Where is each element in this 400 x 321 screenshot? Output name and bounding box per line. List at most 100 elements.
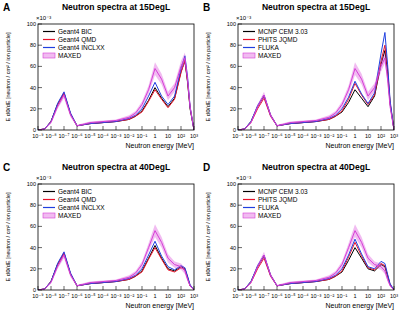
x-tick bbox=[238, 126, 239, 130]
y-tick bbox=[38, 247, 42, 248]
x-tick bbox=[381, 286, 382, 290]
x-tick-label: 10⁻⁵ bbox=[84, 133, 95, 139]
x-tick bbox=[116, 286, 117, 290]
x-tick bbox=[394, 126, 395, 130]
legend-swatch bbox=[43, 39, 55, 40]
y-tick-label: 100 bbox=[227, 181, 236, 187]
band bbox=[238, 53, 394, 130]
y-tick bbox=[38, 184, 42, 185]
panel-label: A bbox=[3, 2, 10, 13]
y-tick bbox=[238, 130, 242, 131]
y-tick-label: 80 bbox=[30, 202, 36, 208]
legend-label: MAXED bbox=[258, 52, 281, 59]
x-tick-label: 10⁻² bbox=[124, 293, 135, 299]
y-tick-label: 60 bbox=[30, 63, 36, 69]
panel-label: D bbox=[203, 162, 210, 173]
y-tick bbox=[238, 24, 242, 25]
series-line bbox=[238, 242, 394, 290]
frame bbox=[238, 184, 394, 290]
legend-label: MAXED bbox=[58, 52, 81, 59]
x-tick-label: 10⁻³ bbox=[111, 293, 122, 299]
figure: ANeutron spectra at 15DegL×10⁻³10⁻⁹10⁻⁸1… bbox=[0, 0, 400, 321]
panel: ANeutron spectra at 15DegL×10⁻³10⁻⁹10⁻⁸1… bbox=[3, 2, 198, 150]
x-tick-label: 10⁻³ bbox=[311, 133, 322, 139]
x-tick bbox=[38, 126, 39, 130]
x-tick-label: 10⁻⁹ bbox=[32, 133, 43, 139]
x-tick bbox=[264, 286, 265, 290]
y-tick-label: 40 bbox=[30, 245, 36, 251]
y-tick-label: 40 bbox=[230, 245, 236, 251]
x-tick bbox=[290, 126, 291, 130]
x-tick bbox=[251, 286, 252, 290]
x-tick bbox=[355, 126, 356, 130]
x-tick-label: 10⁻⁹ bbox=[232, 293, 243, 299]
y-tick-label: 80 bbox=[30, 42, 36, 48]
legend-label: Geant4 QMD bbox=[58, 36, 97, 44]
legend-label: PHITS JQMD bbox=[258, 36, 298, 44]
y-axis-label: E dΦ/dE [neutron / cm² / ion particle] bbox=[5, 192, 11, 282]
y-tick-label: 20 bbox=[230, 106, 236, 112]
x-tick-label: 10² bbox=[177, 293, 185, 299]
y-tick bbox=[38, 108, 42, 109]
legend: Geant4 BICGeant4 QMDGeant4 INCLXXMAXED bbox=[43, 188, 105, 219]
x-tick-label: 10⁻⁵ bbox=[284, 133, 295, 139]
x-tick-label: 10⁻³ bbox=[311, 293, 322, 299]
x-tick bbox=[77, 126, 78, 130]
y-tick-label: 0 bbox=[233, 287, 236, 293]
y-tick-label: 100 bbox=[227, 21, 236, 27]
y-axis-label: E dΦ/dE [neutron / cm² / ion particle] bbox=[205, 192, 211, 282]
x-tick-label: 10 bbox=[165, 133, 171, 139]
y-tick-label: 0 bbox=[233, 127, 236, 133]
series-line bbox=[38, 56, 194, 130]
x-tick-label: 10⁻⁴ bbox=[97, 293, 109, 299]
y-tick-label: 40 bbox=[230, 85, 236, 91]
x-axis-label: Neutron energy [MeV] bbox=[126, 302, 195, 310]
x-tick bbox=[181, 126, 182, 130]
y-tick bbox=[238, 226, 242, 227]
title: Neutron spectra at 15DegL bbox=[262, 2, 370, 12]
legend-swatch bbox=[43, 31, 55, 32]
plot-area bbox=[238, 32, 394, 130]
x-tick bbox=[142, 286, 143, 290]
series-line bbox=[38, 248, 194, 290]
legend-swatch bbox=[43, 199, 55, 200]
x-tick bbox=[277, 286, 278, 290]
x-tick bbox=[342, 126, 343, 130]
band bbox=[238, 224, 394, 290]
y-tick bbox=[38, 130, 42, 131]
x-tick bbox=[90, 286, 91, 290]
x-tick bbox=[51, 126, 52, 130]
legend-swatch bbox=[243, 207, 255, 208]
x-tick bbox=[51, 286, 52, 290]
y-tick bbox=[38, 268, 42, 269]
x-tick bbox=[342, 286, 343, 290]
y-tick-label: 80 bbox=[230, 42, 236, 48]
y-tick bbox=[238, 268, 242, 269]
legend-swatch bbox=[43, 53, 55, 58]
legend-label: FLUKA bbox=[258, 44, 280, 51]
x-tick bbox=[329, 126, 330, 130]
series-line bbox=[238, 51, 394, 131]
frame bbox=[38, 184, 194, 290]
y-tick-label: 20 bbox=[30, 106, 36, 112]
x-tick-label: 10⁻⁸ bbox=[45, 133, 56, 139]
x-axis-label: Neutron energy [MeV] bbox=[326, 142, 395, 150]
y-tick bbox=[238, 108, 242, 109]
x-tick-label: 10⁻³ bbox=[111, 133, 122, 139]
x-tick bbox=[277, 126, 278, 130]
plot-area bbox=[38, 53, 194, 130]
x-tick bbox=[155, 126, 156, 130]
x-tick-label: 1 bbox=[353, 133, 356, 139]
x-tick-label: 10⁻⁴ bbox=[297, 293, 309, 299]
legend-swatch bbox=[243, 47, 255, 48]
frame bbox=[238, 24, 394, 130]
x-tick bbox=[303, 286, 304, 290]
series-line bbox=[238, 231, 394, 290]
x-tick bbox=[64, 126, 65, 130]
x-tick bbox=[168, 286, 169, 290]
x-tick-label: 1 bbox=[353, 293, 356, 299]
x-tick-label: 10⁻⁵ bbox=[284, 293, 295, 299]
x-tick bbox=[394, 286, 395, 290]
x-tick bbox=[103, 286, 104, 290]
x-tick-label: 10⁻⁸ bbox=[45, 293, 56, 299]
